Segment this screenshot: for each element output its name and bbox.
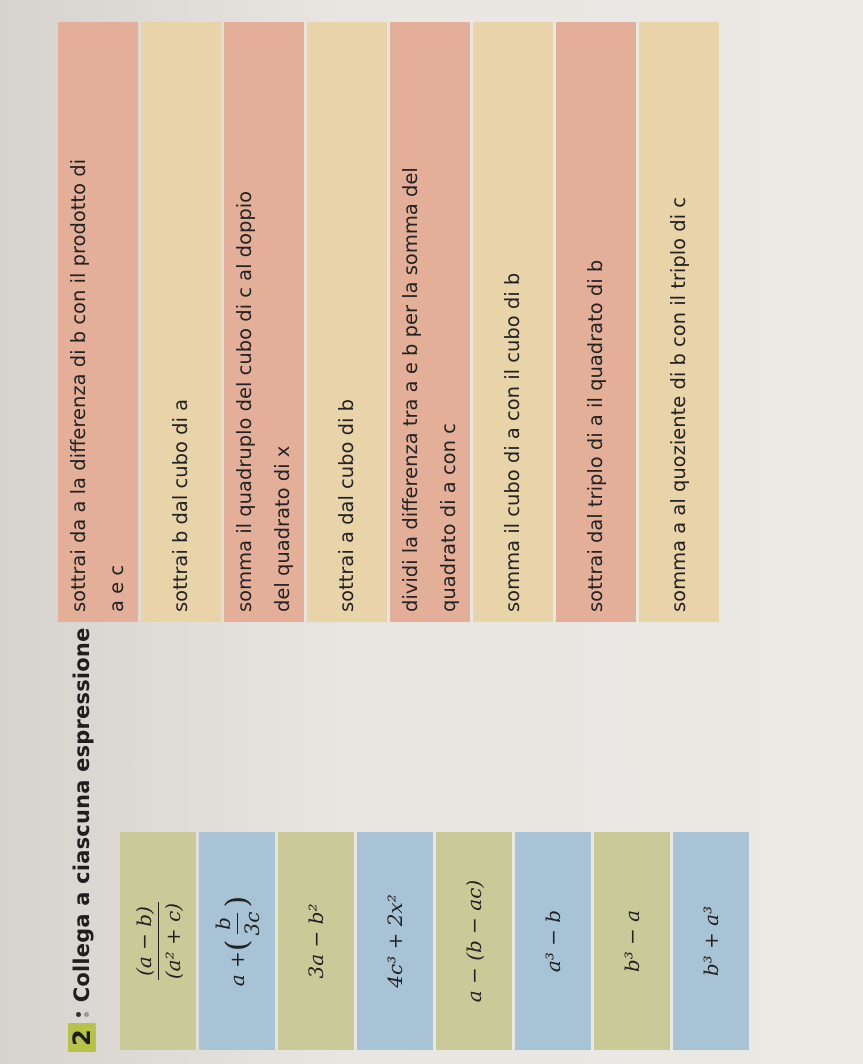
phrase-item[interactable]: somma il quadruplo del cubo di c al dopp… bbox=[224, 22, 304, 622]
expression-text: 3a − b² bbox=[304, 903, 328, 979]
fraction: b 3c bbox=[210, 908, 264, 940]
phrase-item[interactable]: somma a al quoziente di b con il triplo … bbox=[639, 22, 719, 622]
expression-item[interactable]: a + ( b 3c ) bbox=[199, 832, 275, 1050]
fraction-denominator: (a² + c) bbox=[160, 902, 185, 980]
phrase-line: del quadrato di x bbox=[271, 445, 294, 612]
expression-item[interactable]: a − (b − ac) bbox=[436, 832, 512, 1050]
phrase-line: quadrato di a con c bbox=[437, 423, 460, 612]
phrase-item[interactable]: sottrai dal triplo di a il quadrato di b bbox=[556, 22, 636, 622]
phrase-item[interactable]: somma il cubo di a con il cubo di b bbox=[473, 22, 553, 622]
expression-item[interactable]: a³ − b bbox=[515, 832, 591, 1050]
expression-prefix: a + bbox=[225, 951, 249, 987]
difficulty-dots-icon bbox=[75, 1012, 89, 1018]
right-paren: ) bbox=[219, 895, 255, 908]
phrase-line: somma a al quoziente di b con il triplo … bbox=[667, 197, 690, 612]
phrase-line: dividi la differenza tra a e b per la so… bbox=[399, 167, 422, 612]
expression-item[interactable]: 4c³ + 2x² bbox=[357, 832, 433, 1050]
expression-item[interactable]: (a − b) (a² + c) bbox=[120, 832, 196, 1050]
expression-text: b³ − a bbox=[620, 909, 644, 973]
phrase-item[interactable]: dividi la differenza tra a e b per la so… bbox=[390, 22, 470, 622]
phrase-item[interactable]: sottrai a dal cubo di b bbox=[307, 22, 387, 622]
phrase-line: sottrai b dal cubo di a bbox=[169, 398, 192, 612]
phrase-line: sottrai a dal cubo di b bbox=[335, 398, 358, 612]
exercise-number: 2 bbox=[68, 1023, 96, 1052]
expression-item[interactable]: b³ + a³ bbox=[673, 832, 749, 1050]
expression-item[interactable]: 3a − b² bbox=[278, 832, 354, 1050]
fraction-numerator: (a − b) bbox=[131, 902, 159, 980]
expression-text: 4c³ + 2x² bbox=[383, 894, 407, 988]
expressions-column: (a − b) (a² + c) a + ( b 3c ) 3a − b² 4c… bbox=[120, 832, 752, 1050]
phrase-line: somma il cubo di a con il cubo di b bbox=[501, 272, 524, 612]
phrase-line: somma il quadruplo del cubo di c al dopp… bbox=[233, 190, 256, 612]
phrase-line: a e c bbox=[105, 564, 128, 612]
fraction: (a − b) (a² + c) bbox=[131, 899, 185, 983]
fraction-numerator: b bbox=[210, 913, 238, 934]
phrases-column: sottrai da a la differenza di b con il p… bbox=[58, 22, 722, 622]
phrase-line: sottrai da a la differenza di b con il p… bbox=[67, 159, 90, 612]
expression-item[interactable]: b³ − a bbox=[594, 832, 670, 1050]
left-paren: ( bbox=[219, 939, 255, 952]
expression-text: a³ − b bbox=[541, 909, 565, 973]
fraction-denominator: 3c bbox=[239, 911, 264, 936]
phrase-item[interactable]: sottrai da a la differenza di b con il p… bbox=[58, 22, 138, 622]
expression-text: b³ + a³ bbox=[699, 905, 723, 977]
expression-text: a − (b − ac) bbox=[462, 879, 486, 1003]
phrase-item[interactable]: sottrai b dal cubo di a bbox=[141, 22, 221, 622]
phrase-line: sottrai dal triplo di a il quadrato di b bbox=[584, 259, 607, 612]
